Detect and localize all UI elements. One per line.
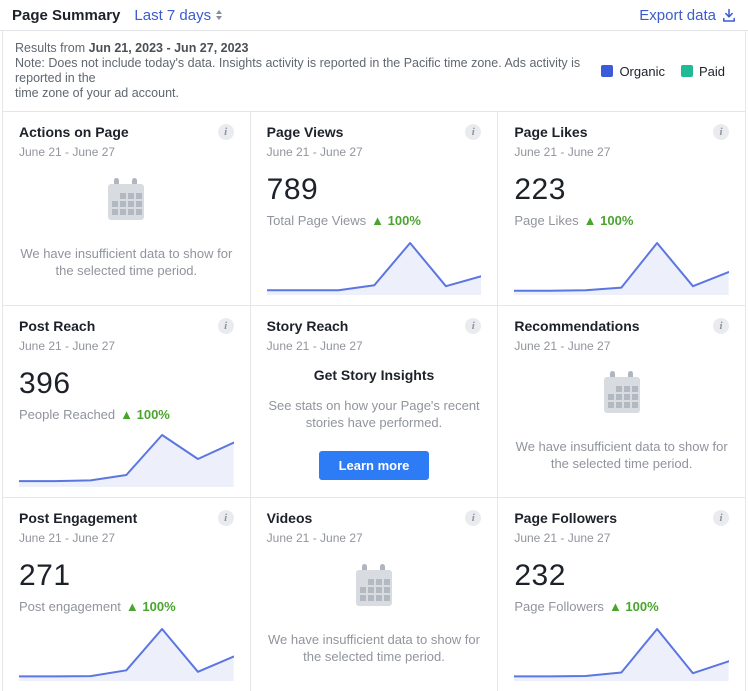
info-icon[interactable]: i [713, 318, 729, 334]
export-data-button[interactable]: Export data [639, 7, 736, 24]
date-range-label: Last 7 days [134, 6, 212, 24]
card-date-range: June 21 - June 27 [266, 531, 363, 545]
card-date-range: June 21 - June 27 [514, 339, 611, 353]
card-videos: Videos June 21 - June 27 i We have insuf… [250, 498, 498, 691]
card-title: Page Followers [514, 510, 618, 526]
results-note-row: Results from Jun 21, 2023 - Jun 27, 2023… [3, 31, 745, 111]
card-title: Post Reach [19, 318, 96, 334]
metric-delta: ▲ 100% [120, 407, 170, 422]
card-date-range: June 21 - June 27 [514, 145, 611, 159]
learn-more-button[interactable]: Learn more [318, 451, 430, 480]
metric-delta: ▲ 100% [583, 213, 634, 228]
legend-item-paid: Paid [680, 63, 725, 79]
calendar-icon [108, 178, 145, 220]
info-icon[interactable]: i [217, 318, 234, 334]
metric-label: People Reached [19, 407, 116, 422]
sparkline-chart [266, 242, 482, 295]
metric-value: 223 [514, 173, 566, 206]
card-date-range: June 21 - June 27 [514, 531, 611, 545]
insufficient-data-text: We have insufficient data to show for th… [515, 439, 728, 471]
promo-text: See stats on how your Page's recent stor… [268, 398, 480, 430]
card-date-range: June 21 - June 27 [19, 145, 116, 159]
note-line2: Note: Does not include today's data. Ins… [15, 56, 581, 85]
promo-title: Get Story Insights [313, 367, 435, 383]
sparkline-chart [19, 434, 234, 487]
results-prefix: Results from [15, 41, 89, 55]
metric-label: Post engagement [19, 599, 121, 614]
metrics-grid: Actions on Page June 21 - June 27 i We h… [3, 111, 745, 691]
results-date-range: Jun 21, 2023 - Jun 27, 2023 [88, 41, 249, 55]
card-date-range: June 21 - June 27 [266, 339, 363, 353]
download-icon [723, 8, 735, 22]
metric-value: 789 [266, 173, 319, 206]
card-page-followers: Page Followers June 21 - June 27 i 232 P… [498, 498, 745, 691]
card-title: Page Likes [514, 124, 588, 140]
card-recommendations: Recommendations June 21 - June 27 i We h… [498, 306, 745, 497]
metric-label: Total Page Views [266, 213, 367, 228]
card-post-reach: Post Reach June 21 - June 27 i 396 Peopl… [3, 306, 250, 497]
metric-delta: ▲ 100% [125, 599, 176, 614]
card-date-range: June 21 - June 27 [19, 339, 116, 353]
card-page-likes: Page Likes June 21 - June 27 i 223 Page … [498, 112, 745, 305]
sparkline-chart [19, 628, 234, 681]
card-title: Videos [266, 510, 313, 526]
legend-label: Organic [619, 63, 665, 79]
metric-value: 271 [19, 559, 71, 592]
paid-swatch-icon [680, 65, 693, 77]
legend-label: Paid [698, 63, 725, 79]
organic-swatch-icon [601, 65, 614, 77]
results-note: Results from Jun 21, 2023 - Jun 27, 2023… [15, 41, 601, 101]
insufficient-data-text: We have insufficient data to show for th… [268, 632, 480, 664]
card-date-range: June 21 - June 27 [266, 145, 363, 159]
insufficient-data-text: We have insufficient data to show for th… [20, 246, 233, 278]
card-post-engagement: Post Engagement June 21 - June 27 i 271 … [3, 498, 250, 691]
card-title: Actions on Page [19, 124, 129, 140]
summary-panel: Results from Jun 21, 2023 - Jun 27, 2023… [2, 31, 746, 691]
calendar-icon [355, 564, 392, 606]
page-title: Page Summary [12, 6, 121, 24]
date-range-selector[interactable]: Last 7 days [134, 6, 223, 24]
card-title: Recommendations [514, 318, 640, 334]
metric-label: Page Likes [514, 213, 579, 228]
metric-label: Page Followers [514, 599, 604, 614]
card-title: Page Views [266, 124, 344, 140]
info-icon[interactable]: i [465, 124, 482, 140]
metric-value: 396 [19, 367, 71, 400]
summary-header: Page Summary Last 7 days Export data [0, 0, 748, 31]
metric-value: 232 [514, 559, 566, 592]
metric-delta: ▲ 100% [608, 599, 659, 614]
info-icon[interactable]: i [713, 124, 729, 140]
info-icon[interactable]: i [713, 510, 729, 526]
info-icon[interactable]: i [465, 510, 482, 526]
metric-delta: ▲ 100% [371, 213, 421, 228]
card-title: Post Engagement [19, 510, 138, 526]
chevron-updown-icon [216, 10, 223, 20]
card-page-views: Page Views June 21 - June 27 i 789 Total… [250, 112, 498, 305]
card-title: Story Reach [266, 318, 349, 334]
note-line3: time zone of your ad account. [15, 86, 179, 100]
sparkline-chart [514, 628, 729, 681]
card-date-range: June 21 - June 27 [19, 531, 116, 545]
info-icon[interactable]: i [465, 318, 482, 334]
info-icon[interactable]: i [217, 124, 234, 140]
info-icon[interactable]: i [217, 510, 234, 526]
card-story-reach: Story Reach June 21 - June 27 i Get Stor… [250, 306, 498, 497]
export-data-label: Export data [639, 6, 716, 24]
legend: Organic Paid [601, 64, 733, 79]
sparkline-chart [514, 242, 729, 295]
card-actions-on-page: Actions on Page June 21 - June 27 i We h… [3, 112, 250, 305]
legend-item-organic: Organic [601, 64, 665, 79]
calendar-icon [603, 371, 640, 413]
